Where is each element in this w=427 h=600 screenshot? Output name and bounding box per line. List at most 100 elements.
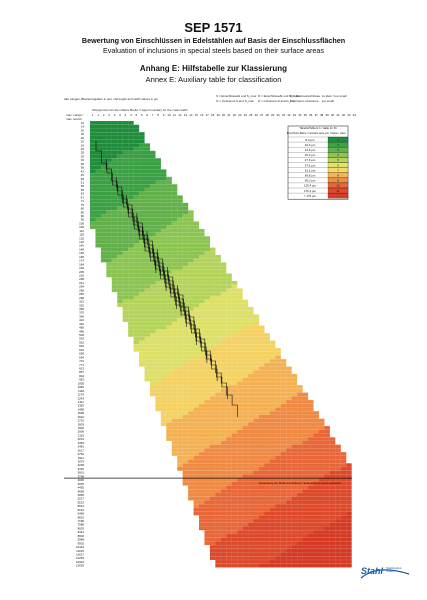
table-cell xyxy=(139,143,145,148)
table-cell xyxy=(253,351,260,356)
table-cell xyxy=(149,344,156,348)
table-cell xyxy=(204,429,210,434)
table-cell xyxy=(346,545,352,549)
table-cell xyxy=(160,314,167,319)
table-cell xyxy=(193,303,200,308)
table-cell xyxy=(149,225,156,229)
table-cell xyxy=(182,303,189,308)
table-cell xyxy=(248,321,254,326)
table-cell xyxy=(199,251,205,255)
table-cell xyxy=(226,307,232,311)
table-cell xyxy=(177,280,183,285)
table-cell xyxy=(215,310,221,315)
table-cell xyxy=(193,307,200,311)
table-cell xyxy=(204,396,210,401)
table-cell xyxy=(269,463,276,468)
table-cell xyxy=(155,195,161,200)
table-cell xyxy=(269,407,276,412)
legend-5: O = Inclusions S and S_max xyxy=(216,99,254,103)
table-cell xyxy=(318,429,325,434)
table-cell xyxy=(220,329,227,334)
table-cell xyxy=(166,184,172,189)
table-cell xyxy=(199,370,205,375)
table-cell xyxy=(204,392,210,397)
length-label: 1005 xyxy=(78,381,85,385)
table-cell xyxy=(275,504,281,508)
table-cell xyxy=(226,295,232,300)
table-cell xyxy=(340,507,347,512)
length-label: 592 xyxy=(79,344,84,348)
table-cell xyxy=(286,400,292,404)
table-cell xyxy=(171,214,178,218)
table-cell xyxy=(286,504,292,508)
table-cell xyxy=(155,284,161,289)
class-area-value: 37,6 µm xyxy=(305,163,316,167)
table-cell xyxy=(204,455,210,460)
table-cell xyxy=(318,563,325,568)
table-cell xyxy=(324,556,330,561)
table-cell xyxy=(335,556,341,561)
table-cell xyxy=(280,470,287,475)
table-cell xyxy=(269,418,276,423)
table-cell xyxy=(346,519,352,523)
table-cell xyxy=(139,173,145,177)
table-cell xyxy=(171,206,178,211)
width-label: 3 xyxy=(114,113,116,117)
table-cell xyxy=(242,314,249,319)
table-cell xyxy=(171,418,178,423)
class-number: 4 xyxy=(337,153,339,157)
table-cell xyxy=(269,347,276,352)
table-cell xyxy=(269,444,276,449)
table-cell xyxy=(258,351,265,356)
table-cell xyxy=(144,202,151,207)
table-cell xyxy=(111,262,118,267)
table-cell xyxy=(188,333,194,337)
table-cell xyxy=(182,448,189,453)
table-cell xyxy=(160,377,167,382)
table-cell xyxy=(220,407,227,412)
table-cell xyxy=(291,559,298,564)
table-cell xyxy=(182,329,189,334)
table-cell xyxy=(269,504,276,508)
table-cell xyxy=(302,504,309,508)
table-cell xyxy=(90,128,96,133)
table-cell xyxy=(318,444,325,449)
table-cell xyxy=(182,347,189,352)
table-cell xyxy=(188,307,194,311)
table-cell xyxy=(286,507,292,512)
width-label: 44 xyxy=(353,113,357,117)
table-cell xyxy=(193,440,200,445)
table-cell xyxy=(166,295,172,300)
table-cell xyxy=(237,429,243,434)
table-cell xyxy=(106,266,112,270)
table-cell xyxy=(117,254,123,259)
table-cell xyxy=(177,463,183,468)
table-cell xyxy=(117,277,123,282)
table-cell xyxy=(209,284,216,289)
table-cell xyxy=(160,236,167,241)
table-cell xyxy=(199,240,205,244)
table-cell xyxy=(204,295,210,300)
table-cell xyxy=(269,403,276,408)
table-cell xyxy=(199,485,205,490)
table-cell xyxy=(155,303,161,308)
table-cell xyxy=(171,440,178,445)
table-cell xyxy=(231,325,238,330)
class-table-col2-header: Klasse / class xyxy=(330,132,346,135)
table-cell xyxy=(209,526,216,531)
table-cell xyxy=(160,269,167,274)
table-cell xyxy=(209,295,216,300)
table-cell xyxy=(215,303,221,308)
length-label: 216 xyxy=(79,274,84,278)
table-cell xyxy=(329,552,336,557)
table-cell xyxy=(308,537,314,542)
table-cell xyxy=(291,496,298,501)
table-cell xyxy=(258,411,265,415)
table-cell xyxy=(117,173,123,177)
table-cell xyxy=(297,407,303,412)
table-cell xyxy=(253,470,260,475)
table-cell xyxy=(275,548,281,553)
table-cell xyxy=(286,511,292,516)
table-cell xyxy=(258,385,265,389)
table-cell xyxy=(166,321,172,326)
